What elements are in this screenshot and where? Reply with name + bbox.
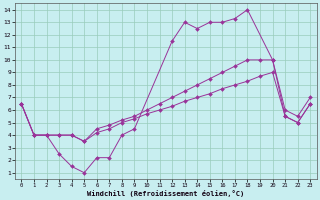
X-axis label: Windchill (Refroidissement éolien,°C): Windchill (Refroidissement éolien,°C) [87,190,244,197]
